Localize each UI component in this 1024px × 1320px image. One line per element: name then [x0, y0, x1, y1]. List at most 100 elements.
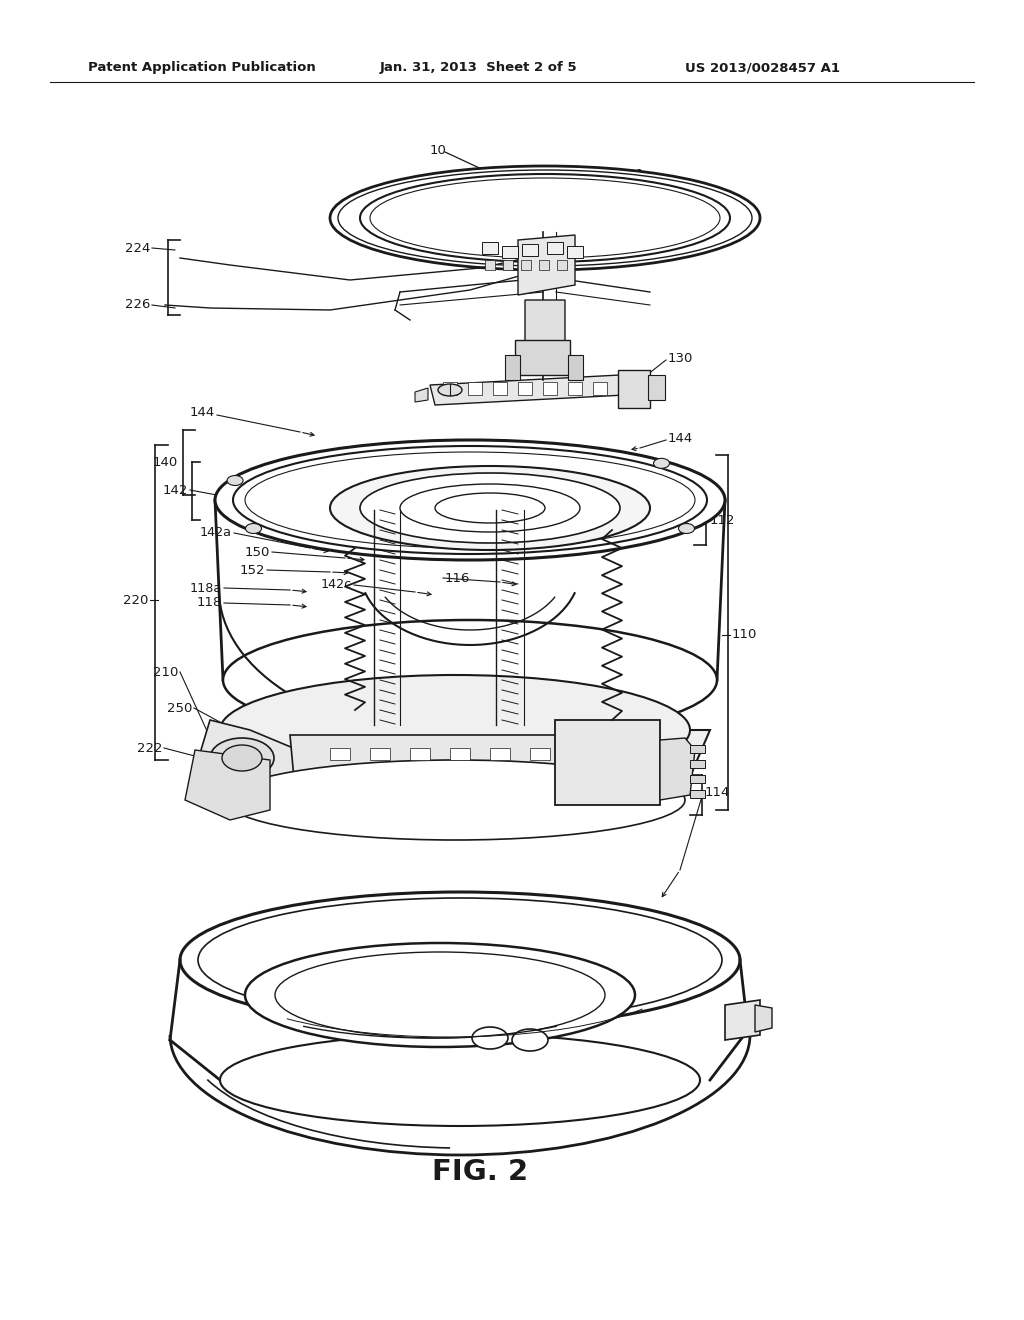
Ellipse shape — [512, 1030, 548, 1051]
Polygon shape — [185, 750, 270, 820]
Text: 210: 210 — [153, 665, 178, 678]
Text: FIG. 2: FIG. 2 — [432, 1158, 528, 1185]
Ellipse shape — [227, 475, 243, 486]
Polygon shape — [490, 748, 510, 760]
Polygon shape — [570, 748, 590, 760]
Polygon shape — [547, 242, 563, 253]
Text: 110: 110 — [732, 628, 758, 642]
Ellipse shape — [275, 952, 605, 1038]
Ellipse shape — [360, 473, 620, 543]
Polygon shape — [443, 381, 457, 395]
Polygon shape — [518, 235, 575, 294]
Text: 150: 150 — [245, 545, 270, 558]
Polygon shape — [518, 381, 532, 395]
Polygon shape — [539, 260, 549, 271]
Text: 142c: 142c — [321, 578, 352, 591]
Text: 260: 260 — [552, 659, 578, 672]
Polygon shape — [525, 300, 565, 366]
Polygon shape — [755, 1005, 772, 1032]
Polygon shape — [482, 242, 498, 253]
Polygon shape — [568, 355, 583, 380]
Ellipse shape — [220, 675, 690, 785]
Polygon shape — [660, 738, 695, 800]
Ellipse shape — [215, 440, 725, 560]
Text: 230: 230 — [618, 169, 643, 181]
Text: 144: 144 — [189, 407, 215, 420]
Text: US 2013/0028457 A1: US 2013/0028457 A1 — [685, 62, 840, 74]
Text: 226: 226 — [125, 298, 150, 312]
Polygon shape — [522, 244, 538, 256]
Polygon shape — [195, 719, 310, 800]
Polygon shape — [521, 260, 531, 271]
Polygon shape — [430, 375, 625, 405]
Text: 240: 240 — [505, 177, 530, 190]
Text: Jan. 31, 2013  Sheet 2 of 5: Jan. 31, 2013 Sheet 2 of 5 — [380, 62, 578, 74]
Polygon shape — [567, 246, 583, 257]
Ellipse shape — [220, 1034, 700, 1126]
Polygon shape — [515, 341, 570, 375]
Polygon shape — [543, 381, 557, 395]
Text: 114: 114 — [705, 787, 730, 800]
Text: 120: 120 — [710, 222, 735, 235]
Polygon shape — [690, 775, 705, 783]
Text: 162: 162 — [540, 177, 565, 190]
Polygon shape — [557, 260, 567, 271]
Ellipse shape — [653, 458, 670, 469]
Ellipse shape — [198, 898, 722, 1022]
Polygon shape — [215, 730, 710, 800]
Polygon shape — [690, 760, 705, 768]
Polygon shape — [690, 744, 705, 752]
Polygon shape — [530, 748, 550, 760]
Ellipse shape — [245, 942, 635, 1047]
Polygon shape — [450, 748, 470, 760]
Text: 250: 250 — [167, 701, 193, 714]
Polygon shape — [415, 388, 428, 403]
Polygon shape — [618, 370, 650, 408]
Ellipse shape — [472, 1027, 508, 1049]
Text: Patent Application Publication: Patent Application Publication — [88, 62, 315, 74]
Text: 142: 142 — [163, 483, 188, 496]
Ellipse shape — [330, 466, 650, 550]
Polygon shape — [330, 748, 350, 760]
Ellipse shape — [246, 524, 261, 533]
Polygon shape — [503, 260, 513, 271]
Polygon shape — [290, 735, 625, 789]
Polygon shape — [493, 381, 507, 395]
Text: 118: 118 — [197, 597, 222, 610]
Polygon shape — [648, 375, 665, 400]
Text: 140: 140 — [153, 457, 178, 470]
Text: 118a: 118a — [189, 582, 222, 594]
Text: 224: 224 — [125, 242, 150, 255]
Ellipse shape — [223, 620, 717, 741]
Ellipse shape — [438, 384, 462, 396]
Ellipse shape — [222, 744, 262, 771]
Text: 144: 144 — [668, 432, 693, 445]
Polygon shape — [410, 748, 430, 760]
Text: 222: 222 — [136, 742, 162, 755]
Polygon shape — [690, 789, 705, 799]
Polygon shape — [593, 381, 607, 395]
Text: 152: 152 — [240, 564, 265, 577]
Polygon shape — [555, 719, 660, 805]
Text: 112: 112 — [710, 513, 735, 527]
Polygon shape — [502, 246, 518, 257]
Ellipse shape — [225, 760, 685, 840]
Ellipse shape — [360, 174, 730, 261]
Ellipse shape — [330, 166, 760, 271]
Text: 142a: 142a — [200, 527, 232, 540]
Polygon shape — [468, 381, 482, 395]
Text: 130: 130 — [668, 351, 693, 364]
Polygon shape — [568, 381, 582, 395]
Ellipse shape — [233, 446, 707, 554]
Text: 220: 220 — [123, 594, 148, 606]
Text: 116: 116 — [445, 572, 470, 585]
Polygon shape — [370, 748, 390, 760]
Ellipse shape — [210, 738, 274, 777]
Ellipse shape — [679, 524, 694, 533]
Polygon shape — [505, 355, 520, 380]
Polygon shape — [485, 260, 495, 271]
Ellipse shape — [180, 892, 740, 1028]
Text: 10: 10 — [430, 144, 446, 157]
Ellipse shape — [338, 170, 752, 267]
Polygon shape — [725, 1001, 760, 1040]
